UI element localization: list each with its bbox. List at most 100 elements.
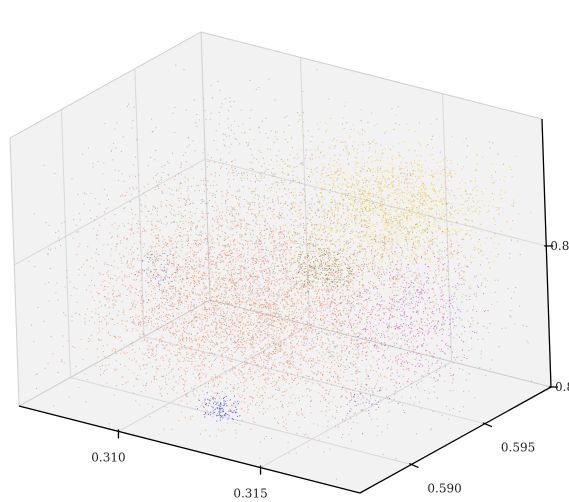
scatter-point bbox=[254, 422, 256, 423]
scatter-point bbox=[381, 201, 383, 203]
scatter-point bbox=[232, 234, 234, 236]
scatter-point bbox=[236, 302, 238, 304]
scatter-point bbox=[271, 325, 273, 326]
scatter-point bbox=[178, 301, 180, 303]
scatter-point bbox=[378, 278, 380, 280]
scatter-point bbox=[82, 358, 84, 360]
scatter-point bbox=[287, 413, 289, 415]
scatter-point bbox=[247, 251, 249, 253]
scatter-point bbox=[377, 197, 379, 199]
scatter-point bbox=[312, 329, 314, 331]
scatter-point bbox=[201, 362, 202, 364]
scatter-point bbox=[212, 311, 214, 313]
scatter-point bbox=[342, 204, 344, 206]
scatter-point bbox=[301, 244, 303, 246]
scatter-point bbox=[259, 330, 261, 332]
scatter-point bbox=[216, 275, 218, 276]
scatter-point bbox=[261, 402, 263, 404]
scatter-point bbox=[296, 282, 298, 284]
scatter-point bbox=[336, 478, 337, 480]
scatter-point bbox=[193, 268, 195, 270]
scatter-point bbox=[112, 304, 114, 306]
scatter-point bbox=[223, 260, 225, 262]
scatter-point bbox=[180, 301, 182, 303]
scatter-point bbox=[466, 299, 468, 301]
scatter-point bbox=[234, 159, 236, 161]
scatter-point bbox=[261, 263, 262, 265]
scatter-point bbox=[414, 278, 416, 280]
scatter-point bbox=[386, 348, 388, 350]
scatter-point bbox=[221, 225, 222, 227]
scatter-point bbox=[150, 342, 152, 344]
scatter-point bbox=[225, 289, 227, 291]
scatter-point bbox=[106, 314, 108, 316]
scatter-point bbox=[136, 138, 138, 140]
scatter-point bbox=[212, 97, 213, 99]
scatter-point bbox=[175, 64, 177, 66]
scatter-point bbox=[309, 305, 310, 307]
scatter-point bbox=[267, 197, 269, 199]
scatter-point bbox=[389, 267, 391, 269]
scatter-point bbox=[326, 214, 328, 216]
scatter-point bbox=[279, 245, 281, 247]
scatter-point bbox=[199, 376, 201, 378]
scatter-point bbox=[427, 313, 428, 315]
scatter-point bbox=[262, 339, 264, 341]
scatter-point bbox=[210, 240, 212, 242]
scatter-point bbox=[246, 174, 248, 176]
scatter-point bbox=[285, 351, 287, 353]
scatter-point bbox=[250, 298, 251, 300]
scatter-point bbox=[416, 309, 418, 311]
scatter-point bbox=[379, 399, 381, 401]
scatter-point bbox=[345, 243, 347, 245]
scatter-point bbox=[171, 325, 173, 327]
scatter-point bbox=[297, 374, 299, 375]
scatter-point bbox=[272, 381, 274, 383]
scatter-point bbox=[337, 355, 339, 357]
scatter-point bbox=[326, 380, 328, 381]
scatter-point bbox=[185, 200, 187, 202]
scatter-point bbox=[421, 293, 423, 295]
scatter-point bbox=[256, 235, 258, 237]
scatter-point bbox=[237, 309, 238, 311]
scatter-point bbox=[266, 324, 268, 326]
scatter-point bbox=[216, 149, 218, 151]
scatter-point bbox=[172, 273, 174, 275]
scatter-point bbox=[215, 435, 217, 437]
grid-line-y-left bbox=[60, 109, 71, 378]
scatter-point bbox=[342, 434, 344, 435]
scatter-point bbox=[350, 308, 352, 310]
scatter-point bbox=[112, 293, 113, 295]
scatter-point bbox=[251, 324, 252, 326]
scatter-point bbox=[247, 203, 249, 205]
scatter-point bbox=[456, 356, 458, 358]
scatter-point bbox=[403, 212, 405, 214]
scatter-point bbox=[191, 224, 193, 226]
scatter-point bbox=[391, 308, 393, 310]
scatter-point bbox=[246, 200, 248, 202]
scatter-point bbox=[170, 304, 172, 306]
scatter-point bbox=[250, 323, 251, 325]
scatter-point bbox=[291, 379, 293, 381]
scatter-point bbox=[197, 246, 199, 248]
scatter-point bbox=[317, 210, 319, 211]
scatter-point bbox=[316, 209, 318, 211]
scatter-point bbox=[400, 325, 402, 327]
scatter-point bbox=[189, 340, 191, 342]
scatter-point bbox=[262, 388, 264, 390]
scatter-point bbox=[273, 362, 274, 364]
scatter-point bbox=[272, 322, 274, 323]
scatter-point bbox=[150, 156, 151, 158]
scatter-point bbox=[201, 301, 203, 302]
scatter-point bbox=[253, 378, 254, 380]
scatter-point bbox=[121, 340, 122, 342]
scatter-point bbox=[158, 181, 160, 183]
scatter-point bbox=[292, 318, 293, 320]
scatter-point bbox=[155, 175, 157, 176]
scatter-point bbox=[314, 228, 316, 230]
scatter-point bbox=[291, 335, 293, 336]
scatter-point bbox=[165, 224, 167, 226]
scatter-point bbox=[208, 336, 210, 338]
scatter-point bbox=[326, 382, 328, 384]
scatter-point bbox=[246, 223, 248, 225]
